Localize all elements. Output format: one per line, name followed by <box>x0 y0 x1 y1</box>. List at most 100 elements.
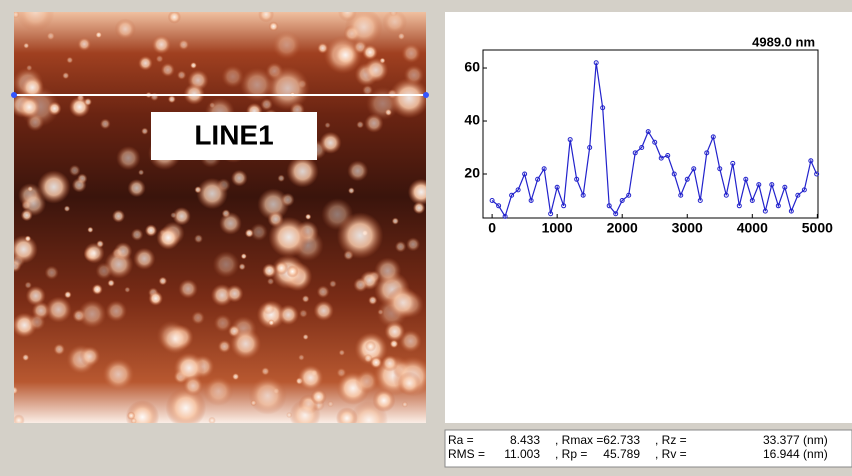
grain <box>316 285 330 299</box>
grain <box>412 201 426 215</box>
image-label: LINE1 <box>194 119 273 150</box>
grain <box>231 372 240 381</box>
stat-text: 45.789 <box>603 447 640 461</box>
stat-text: 8.433 <box>510 433 540 447</box>
grain <box>191 311 205 325</box>
profile-point <box>567 137 573 143</box>
x-tick-label: 0 <box>488 220 496 236</box>
grain <box>62 72 70 80</box>
grain <box>160 323 191 355</box>
grain <box>406 237 421 252</box>
grain <box>244 228 254 238</box>
scan-line-handle[interactable] <box>11 92 17 98</box>
grain <box>369 356 383 369</box>
chart-title: 4989.0 nm <box>752 34 815 49</box>
profile-point <box>632 150 638 156</box>
grain <box>28 313 46 331</box>
grain <box>257 188 290 221</box>
profile-point <box>756 182 762 188</box>
profile-point <box>769 182 775 188</box>
grain <box>105 300 127 322</box>
x-tick-label: 2000 <box>607 220 638 236</box>
grain <box>155 54 164 63</box>
profile-point <box>626 192 632 198</box>
grain <box>23 42 30 49</box>
grain <box>239 67 275 102</box>
grain <box>278 304 299 326</box>
profile-point <box>814 171 820 177</box>
grain <box>386 286 419 319</box>
grain <box>114 18 136 40</box>
grain <box>347 160 369 182</box>
grain <box>230 328 262 360</box>
grain <box>63 205 71 212</box>
profile-point <box>489 198 495 204</box>
grain <box>305 213 312 220</box>
grain <box>324 122 331 129</box>
grain <box>83 242 105 264</box>
profile-point <box>678 192 684 198</box>
grain <box>268 21 279 32</box>
grain <box>25 285 46 306</box>
profile-point <box>639 145 645 151</box>
grain <box>138 55 153 71</box>
profile-point <box>782 184 788 190</box>
profile-point <box>658 155 664 161</box>
grain <box>317 42 329 54</box>
grain <box>381 354 399 372</box>
profile-point <box>574 176 580 182</box>
label-box <box>151 112 317 160</box>
grain <box>170 212 177 219</box>
grain <box>190 62 197 69</box>
grain <box>353 277 368 293</box>
grain <box>107 279 115 287</box>
profile-point <box>684 176 690 182</box>
stat-text: 62.733 <box>603 433 640 447</box>
grain <box>16 12 55 32</box>
stat-text: , Rmax = <box>555 433 603 447</box>
profile-point <box>515 187 521 193</box>
grain <box>24 235 32 242</box>
profile-point <box>652 139 658 145</box>
grain <box>112 209 125 223</box>
grain <box>45 296 72 323</box>
grain <box>268 319 275 326</box>
profile-point <box>775 203 781 209</box>
scan-line-handle[interactable] <box>423 92 429 98</box>
profile-point <box>665 152 671 158</box>
grain <box>230 169 248 187</box>
grain <box>368 295 378 305</box>
grain <box>332 41 359 69</box>
grain <box>301 295 310 303</box>
profile-point <box>723 192 729 198</box>
profile-point <box>801 187 807 193</box>
grain <box>310 388 327 405</box>
grain <box>178 39 190 51</box>
x-tick-label: 3000 <box>672 220 703 236</box>
grain <box>248 376 287 415</box>
profile-point <box>606 203 612 209</box>
grain <box>14 235 38 264</box>
grain <box>399 329 422 353</box>
stat-text: Ra = <box>448 433 474 447</box>
grain <box>87 226 94 233</box>
profile-point <box>548 211 554 217</box>
grain <box>344 12 383 47</box>
plot-frame <box>482 49 819 219</box>
grain <box>53 343 66 356</box>
grain <box>348 187 355 194</box>
x-tick-label: 1000 <box>542 220 573 236</box>
profile-point <box>541 166 547 172</box>
grain <box>203 376 234 406</box>
grain <box>297 364 324 391</box>
grain <box>144 224 158 237</box>
grain <box>401 401 408 408</box>
x-tick-label: 4000 <box>737 220 768 236</box>
profile-point <box>691 166 697 172</box>
profile-point <box>671 171 677 177</box>
grain <box>124 286 131 293</box>
grain <box>374 257 402 285</box>
grain <box>260 98 273 111</box>
